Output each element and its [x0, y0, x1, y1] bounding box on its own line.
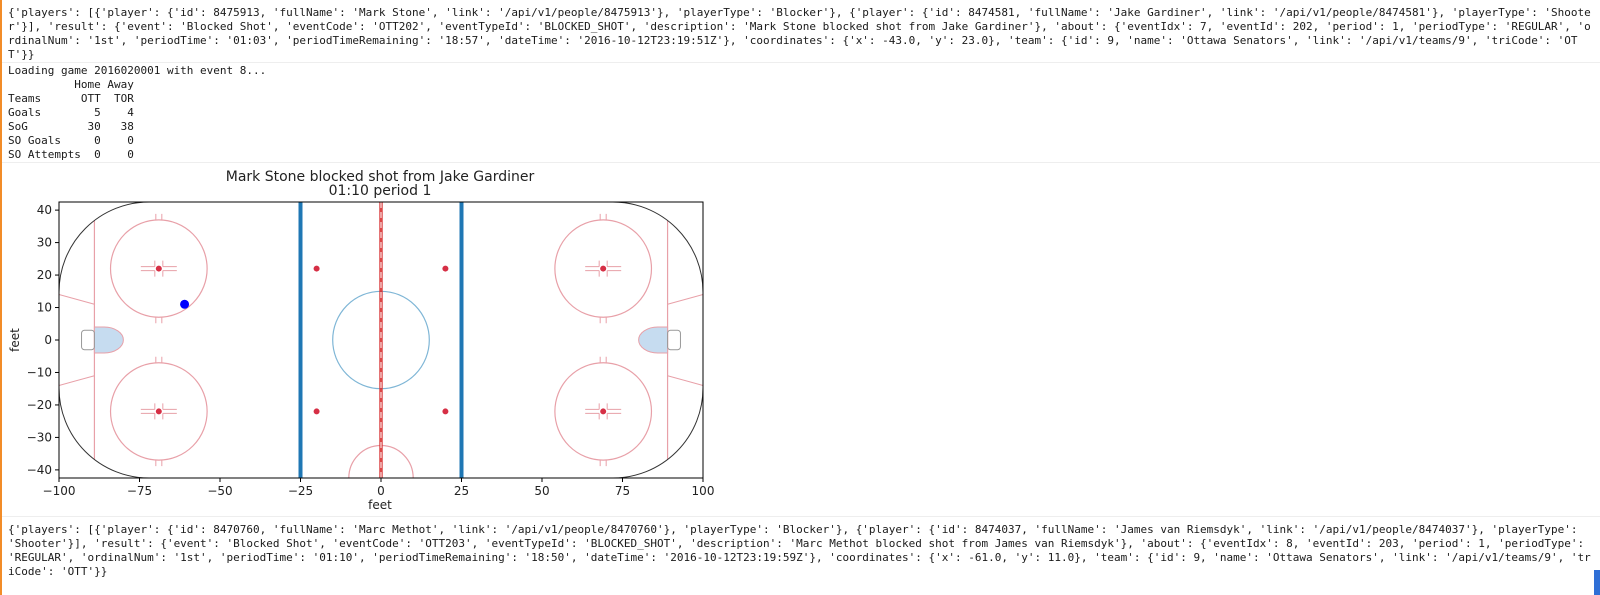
- goal-net-right: [667, 329, 681, 351]
- x-axis-label: feet: [368, 498, 392, 512]
- loading-message: Loading game 2016020001 with event 8...: [8, 64, 267, 77]
- stats-row-so-goals: SO Goals 0 0: [8, 134, 134, 147]
- neutral-faceoff-dot: [313, 408, 320, 415]
- hash-mark: [162, 403, 177, 410]
- event-point: [180, 299, 190, 309]
- goal-crease-left: [93, 326, 124, 354]
- cell-left-border: [0, 0, 2, 595]
- y-tick-label: −40: [27, 463, 52, 477]
- x-tick-label: 25: [454, 484, 469, 498]
- hash-mark: [140, 412, 156, 420]
- scroll-indicator: [1594, 570, 1600, 595]
- hash-mark: [606, 412, 622, 420]
- x-tick-label: −100: [43, 484, 76, 498]
- y-tick-label: 0: [44, 333, 52, 347]
- stats-table-header-1: Home Away: [8, 78, 134, 91]
- hash-mark: [585, 412, 600, 420]
- neutral-faceoff-dot: [442, 265, 449, 272]
- y-axis-label: feet: [8, 328, 22, 352]
- hash-mark: [606, 270, 622, 277]
- output-separator: [2, 62, 1600, 63]
- y-tick-label: −30: [27, 430, 52, 444]
- chart-title-line-2: 01:10 period 1: [329, 183, 432, 199]
- stats-row-sog: SoG 30 38: [8, 120, 134, 133]
- circle-hash: [599, 213, 607, 324]
- x-tick-label: −75: [127, 484, 152, 498]
- hash-mark: [585, 270, 600, 277]
- hash-mark: [162, 412, 177, 420]
- hash-mark: [162, 260, 177, 268]
- hash-mark: [606, 260, 622, 268]
- y-tick-label: −10: [27, 365, 52, 379]
- hash-mark: [140, 260, 156, 268]
- y-tick-label: 40: [37, 203, 52, 217]
- x-tick-label: 75: [615, 484, 630, 498]
- y-tick-label: −20: [27, 398, 52, 412]
- x-tick-label: −50: [207, 484, 232, 498]
- hash-mark: [606, 403, 622, 410]
- x-tick-label: 50: [534, 484, 549, 498]
- faceoff-circle: [554, 219, 653, 318]
- faceoff-circle: [109, 219, 208, 318]
- circle-hash: [155, 356, 163, 467]
- faceoff-dot: [600, 265, 607, 272]
- trapezoid: [667, 294, 704, 386]
- hash-mark: [585, 260, 600, 268]
- circle-hash: [599, 356, 607, 467]
- hash-mark: [162, 270, 177, 277]
- stats-row-goals: Goals 5 4: [8, 106, 134, 119]
- circle-hash: [155, 213, 163, 324]
- y-tick-label: 20: [37, 268, 52, 282]
- y-tick-label: 10: [37, 301, 52, 315]
- trapezoid: [58, 294, 95, 386]
- faceoff-circle: [554, 362, 653, 461]
- neutral-faceoff-dot: [313, 265, 320, 272]
- goal-net-left: [81, 329, 95, 351]
- output-separator: [2, 516, 1600, 517]
- output-separator: [2, 162, 1600, 163]
- y-tick-label: 30: [37, 236, 52, 250]
- faceoff-circle: [109, 362, 208, 461]
- faceoff-dot: [155, 265, 162, 272]
- goal-crease-right: [638, 326, 669, 354]
- rink-plot: Mark Stone blocked shot from Jake Gardin…: [8, 169, 715, 512]
- faceoff-dot: [155, 408, 162, 415]
- x-tick-label: 0: [377, 484, 385, 498]
- stats-table-header-2: Teams OTT TOR: [8, 92, 134, 105]
- faceoff-dot: [600, 408, 607, 415]
- event-json-output-1: {'players': [{'player': {'id': 8475913, …: [8, 6, 1591, 61]
- hash-mark: [140, 270, 156, 277]
- hash-mark: [140, 403, 156, 410]
- x-tick-label: −25: [288, 484, 313, 498]
- x-tick-label: 100: [692, 484, 715, 498]
- stats-row-so-attempts: SO Attempts 0 0: [8, 148, 134, 161]
- chart-title-line-1: Mark Stone blocked shot from Jake Gardin…: [226, 169, 535, 185]
- hash-mark: [585, 403, 600, 410]
- neutral-faceoff-dot: [442, 408, 449, 415]
- event-json-output-2: {'players': [{'player': {'id': 8470760, …: [8, 523, 1591, 578]
